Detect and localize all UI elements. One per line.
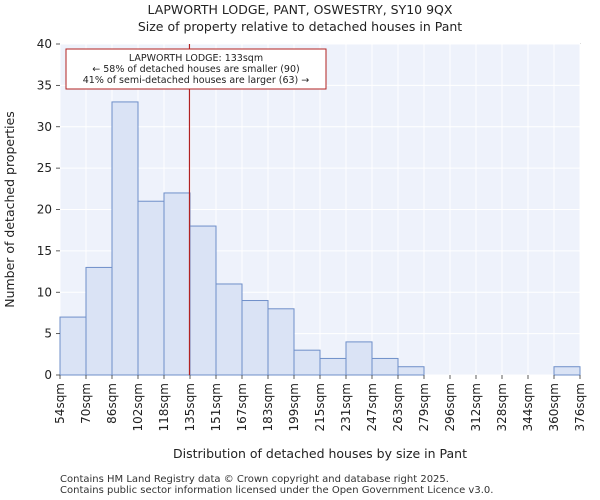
y-axis-label: Number of detached properties bbox=[2, 111, 17, 308]
annotation-line-2: ← 58% of detached houses are smaller (90… bbox=[92, 64, 299, 75]
x-tick-label: 312sqm bbox=[469, 383, 483, 431]
bar-231sqm bbox=[345, 341, 373, 376]
annotation-line-1: LAPWORTH LODGE: 133sqm bbox=[129, 53, 263, 64]
chart-subtitle: Size of property relative to detached ho… bbox=[137, 19, 463, 34]
x-tick-label: 376sqm bbox=[573, 383, 587, 431]
x-tick-label: 263sqm bbox=[391, 383, 405, 431]
y-tick-label: 10 bbox=[37, 285, 52, 299]
x-tick-label: 183sqm bbox=[261, 383, 275, 431]
x-tick-label: 360sqm bbox=[547, 383, 561, 431]
annotation-box: LAPWORTH LODGE: 133sqm ← 58% of detached… bbox=[65, 48, 327, 90]
y-tick-label: 15 bbox=[37, 244, 52, 258]
x-tick-label: 215sqm bbox=[313, 383, 327, 431]
histogram-chart: 0 5 10 15 20 25 30 35 40 54sqm 70sqm 86sqm 102sqm 11… bbox=[2, 37, 587, 461]
bar-360sqm bbox=[553, 366, 581, 376]
footer-copyright: Contains HM Land Registry data © Crown c… bbox=[60, 474, 449, 485]
x-tick-label: 135sqm bbox=[183, 383, 197, 431]
x-tick-label: 199sqm bbox=[287, 383, 301, 431]
x-tick-label: 247sqm bbox=[365, 383, 379, 431]
bar-151sqm bbox=[215, 283, 243, 376]
x-axis: 54sqm 70sqm 86sqm 102sqm 118sqm 135sqm 151sqm 1… bbox=[53, 375, 587, 431]
y-tick-label: 40 bbox=[37, 37, 52, 51]
annotation-frame bbox=[65, 48, 327, 90]
x-tick-label: 296sqm bbox=[443, 383, 457, 431]
y-tick-label: 35 bbox=[37, 78, 52, 92]
y-tick-label: 5 bbox=[44, 327, 52, 341]
bar-86sqm bbox=[111, 101, 139, 376]
bar-263sqm bbox=[397, 366, 425, 376]
chart-title: LAPWORTH LODGE, PANT, OSWESTRY, SY10 9QX bbox=[147, 2, 453, 17]
bar-54sqm bbox=[59, 316, 87, 376]
x-tick-label: 328sqm bbox=[495, 383, 509, 431]
y-tick-label: 25 bbox=[37, 161, 52, 175]
bar-183sqm bbox=[267, 308, 295, 376]
x-tick-label: 279sqm bbox=[417, 383, 431, 431]
bar-118sqm bbox=[163, 192, 191, 376]
bar-135sqm bbox=[189, 225, 217, 376]
y-tick-label: 20 bbox=[37, 203, 52, 217]
x-tick-label: 151sqm bbox=[209, 383, 223, 431]
y-axis: 0 5 10 15 20 25 30 35 40 bbox=[37, 37, 60, 382]
bar-199sqm bbox=[293, 349, 321, 376]
x-tick-label: 344sqm bbox=[521, 383, 535, 431]
footer-licence: Contains public sector information licen… bbox=[60, 485, 494, 496]
x-tick-label: 102sqm bbox=[131, 383, 145, 431]
annotation-line-3: 41% of semi-detached houses are larger (… bbox=[83, 75, 310, 86]
x-tick-label: 70sqm bbox=[79, 383, 93, 424]
bar-102sqm bbox=[137, 200, 165, 376]
bar-70sqm bbox=[85, 266, 113, 376]
x-tick-label: 54sqm bbox=[53, 383, 67, 424]
bar-215sqm bbox=[319, 357, 347, 376]
x-tick-label: 231sqm bbox=[339, 383, 353, 431]
x-tick-label: 167sqm bbox=[235, 383, 249, 431]
bars bbox=[59, 101, 581, 376]
y-tick-label: 0 bbox=[44, 368, 52, 382]
x-tick-label: 86sqm bbox=[105, 383, 119, 424]
x-tick-label: 118sqm bbox=[157, 383, 171, 431]
bar-167sqm bbox=[241, 300, 269, 376]
bar-247sqm bbox=[371, 357, 399, 376]
y-tick-label: 30 bbox=[37, 120, 52, 134]
x-axis-label: Distribution of detached houses by size … bbox=[173, 446, 467, 461]
